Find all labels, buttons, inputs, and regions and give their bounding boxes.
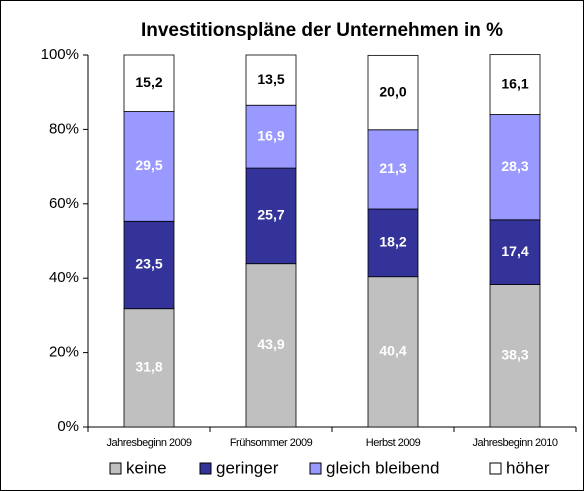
value-label: 28,3 [501, 158, 528, 174]
y-tick-label: 0% [57, 418, 79, 435]
legend-label: gleich bleibend [326, 458, 439, 477]
value-label: 18,2 [379, 234, 406, 250]
x-tick-label: Frühsommer 2009 [230, 437, 313, 449]
value-label: 40,4 [379, 343, 406, 359]
legend-label: keine [126, 458, 167, 477]
y-tick-label: 20% [49, 344, 79, 361]
value-label: 31,8 [135, 359, 162, 375]
legend-swatch [309, 462, 322, 475]
bar-segment [245, 54, 297, 106]
value-label: 23,5 [135, 256, 162, 272]
x-tick-label: Jahresbeginn 2010 [472, 437, 557, 449]
legend-swatch [199, 462, 212, 475]
bar-segment [123, 220, 175, 310]
bar-segment [245, 167, 297, 265]
value-label: 13,5 [257, 71, 284, 87]
bar-segment [123, 308, 175, 428]
legend-label: höher [506, 458, 550, 477]
value-label: 43,9 [257, 336, 284, 352]
bar-segment [123, 54, 175, 112]
value-label: 16,9 [257, 127, 284, 143]
chart-title: Investitionspläne der Unternehmen in % [141, 20, 503, 41]
bar-segment [245, 104, 297, 169]
bar-segment [123, 111, 175, 222]
value-label: 17,4 [501, 243, 528, 259]
value-label: 38,3 [501, 346, 528, 362]
bar-segment [245, 263, 297, 428]
y-tick-label: 100% [41, 46, 79, 63]
value-label: 16,1 [501, 75, 528, 91]
value-label: 21,3 [379, 160, 406, 176]
bar-segment [367, 54, 419, 131]
y-tick-label: 80% [49, 120, 79, 137]
x-tick-label: Jahresbeginn 2009 [106, 437, 191, 449]
bar-segment [367, 129, 419, 210]
legend-label: geringer [216, 458, 279, 477]
value-label: 20,0 [379, 83, 406, 99]
value-label: 15,2 [135, 74, 162, 90]
bar-segment [489, 284, 541, 428]
x-tick-label: Herbst 2009 [366, 437, 421, 449]
value-label: 25,7 [257, 207, 284, 223]
bar-segment [489, 219, 541, 285]
bar-segment [489, 114, 541, 221]
bar-segment [367, 276, 419, 428]
value-label: 29,5 [135, 157, 162, 173]
bar-segment [489, 54, 541, 115]
y-tick-label: 40% [49, 269, 79, 286]
y-tick-label: 60% [49, 195, 79, 212]
legend-swatch [489, 462, 502, 475]
legend-swatch [109, 462, 122, 475]
